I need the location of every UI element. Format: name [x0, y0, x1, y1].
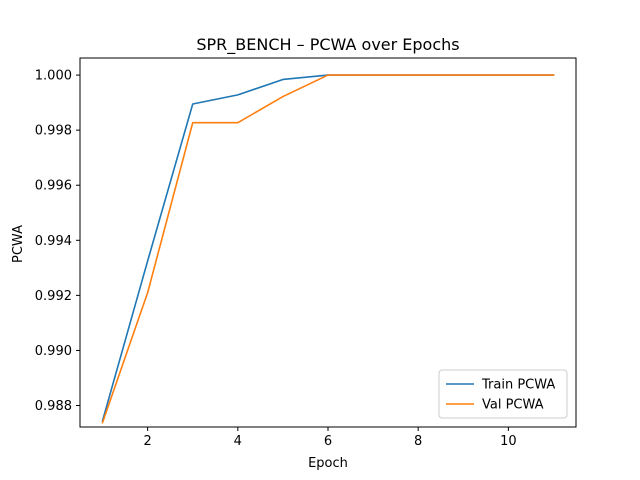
y-tick-label: 0.992 — [35, 289, 72, 304]
x-tick-label: 10 — [500, 434, 517, 449]
x-tick-label: 8 — [414, 434, 422, 449]
y-axis-label: PCWA — [11, 225, 26, 263]
y-tick-label: 0.988 — [35, 399, 72, 414]
series-line-val-pcwa — [101, 74, 555, 424]
y-tick-label: 0.994 — [35, 234, 72, 249]
legend-box — [438, 369, 568, 419]
y-axis-ticks: 0.988 0.990 0.992 0.994 0.996 0.998 1.000 — [35, 69, 80, 414]
x-tick-label: 6 — [324, 434, 332, 449]
x-axis-ticks: 2 4 6 8 10 — [143, 427, 517, 449]
chart-title: SPR_BENCH – PCWA over Epochs — [196, 35, 459, 55]
legend: Train PCWA Val PCWA — [438, 369, 568, 419]
legend-label-val-pcwa: Val PCWA — [482, 398, 544, 413]
x-axis-label: Epoch — [308, 456, 348, 471]
legend-label-train-pcwa: Train PCWA — [481, 378, 555, 393]
y-tick-label: 0.998 — [35, 124, 72, 139]
y-tick-label: 0.996 — [35, 179, 72, 194]
y-tick-label: 1.000 — [35, 69, 72, 84]
x-tick-label: 2 — [143, 434, 151, 449]
x-tick-label: 4 — [234, 434, 242, 449]
series-layer — [101, 74, 555, 424]
y-tick-label: 0.990 — [35, 344, 72, 359]
